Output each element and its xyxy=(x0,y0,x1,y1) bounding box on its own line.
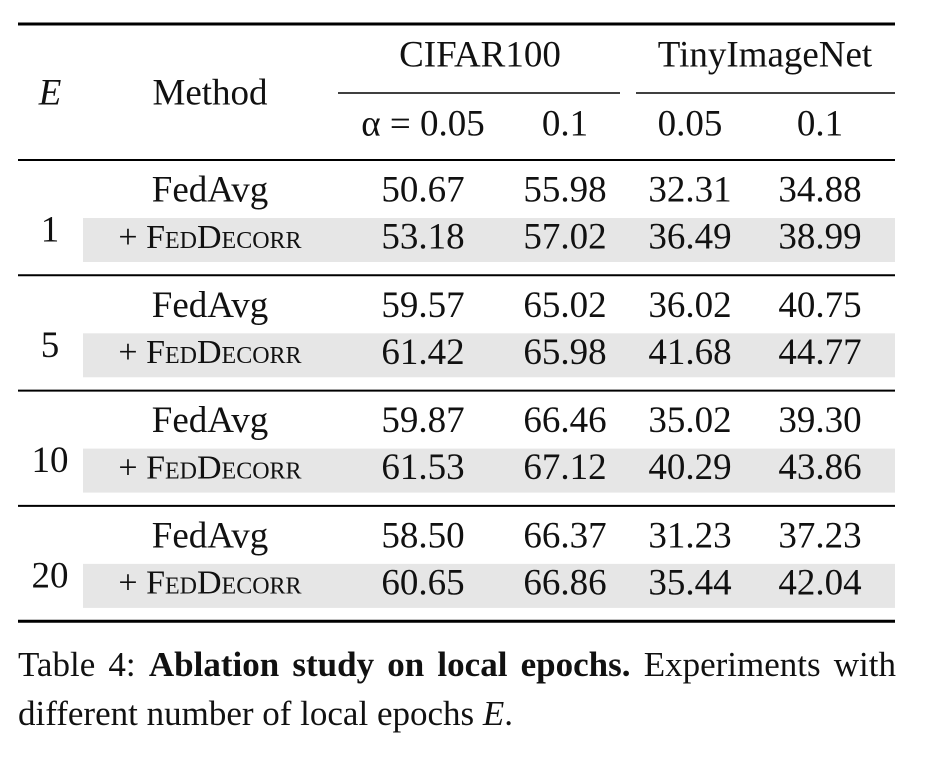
row-shade xyxy=(83,563,895,608)
cell-value: 66.46 xyxy=(523,400,606,441)
cell-value: 66.86 xyxy=(523,562,606,603)
cell-value: 31.23 xyxy=(648,515,731,556)
header-alpha: α = 0.05 xyxy=(361,103,485,144)
row-shade xyxy=(83,333,895,378)
cell-value: 40.29 xyxy=(648,447,731,488)
epoch-value: 1 xyxy=(41,209,60,250)
table: E Method CIFAR100 TinyImageNet α = 0.05 0… xyxy=(18,22,895,623)
cell-value: 43.86 xyxy=(778,447,861,488)
row-shade xyxy=(83,218,895,262)
cell-value: 32.31 xyxy=(648,169,731,210)
cell-value: 42.04 xyxy=(778,562,861,603)
cell-value: 39.30 xyxy=(778,400,861,441)
caption-text: Experiments with different number of loc… xyxy=(18,645,897,733)
cell-value: 59.57 xyxy=(381,285,464,326)
header-alpha: 0.1 xyxy=(797,103,843,144)
cell-value: 41.68 xyxy=(648,332,731,373)
row-shade xyxy=(83,448,895,493)
cell-value: 66.37 xyxy=(523,515,606,556)
epoch-value: 20 xyxy=(32,555,69,596)
header-dataset: TinyImageNet xyxy=(658,34,873,75)
cell-value: 36.49 xyxy=(648,216,731,257)
method: + FedDecorr xyxy=(118,219,301,256)
header-alpha: 0.05 xyxy=(658,103,723,144)
caption-title: Ablation study on local epochs. xyxy=(148,645,631,684)
epoch-value: 5 xyxy=(41,325,60,366)
cell-value: 55.98 xyxy=(523,169,606,210)
cell-value: 53.18 xyxy=(381,216,464,257)
cell-value: 59.87 xyxy=(381,400,464,441)
cell-value: 65.98 xyxy=(523,332,606,373)
method: FedAvg xyxy=(152,285,268,326)
epoch-value: 10 xyxy=(32,440,69,481)
cell-value: 37.23 xyxy=(778,515,861,556)
header-method: Method xyxy=(152,72,268,113)
cell-value: 60.65 xyxy=(381,562,464,603)
caption-end: . xyxy=(504,694,514,733)
caption-symbol: E xyxy=(482,694,505,733)
cell-value: 58.50 xyxy=(381,515,464,556)
cell-value: 35.02 xyxy=(648,400,731,441)
method: + FedDecorr xyxy=(118,334,301,371)
cell-value: 61.53 xyxy=(381,447,464,488)
method: FedAvg xyxy=(152,400,268,441)
header-dataset: CIFAR100 xyxy=(399,34,561,75)
cell-value: 61.42 xyxy=(381,332,464,373)
cell-value: 57.02 xyxy=(523,216,606,257)
cell-value: 65.02 xyxy=(523,285,606,326)
cell-value: 35.44 xyxy=(648,562,731,603)
header-alpha: 0.1 xyxy=(542,103,588,144)
cell-value: 40.75 xyxy=(778,285,861,326)
caption: Table 4: Ablation study on local epochs.… xyxy=(18,640,896,738)
header-e: E xyxy=(38,72,62,113)
method: + FedDecorr xyxy=(118,449,301,486)
cell-value: 50.67 xyxy=(381,169,464,210)
caption-label: Table 4: xyxy=(18,645,136,684)
cell-value: 38.99 xyxy=(778,216,861,257)
cell-value: 34.88 xyxy=(778,169,861,210)
cell-value: 44.77 xyxy=(778,332,861,373)
method: FedAvg xyxy=(152,169,268,210)
method: + FedDecorr xyxy=(118,565,301,602)
cell-value: 67.12 xyxy=(523,447,606,488)
cell-value: 36.02 xyxy=(648,285,731,326)
method: FedAvg xyxy=(152,515,268,556)
